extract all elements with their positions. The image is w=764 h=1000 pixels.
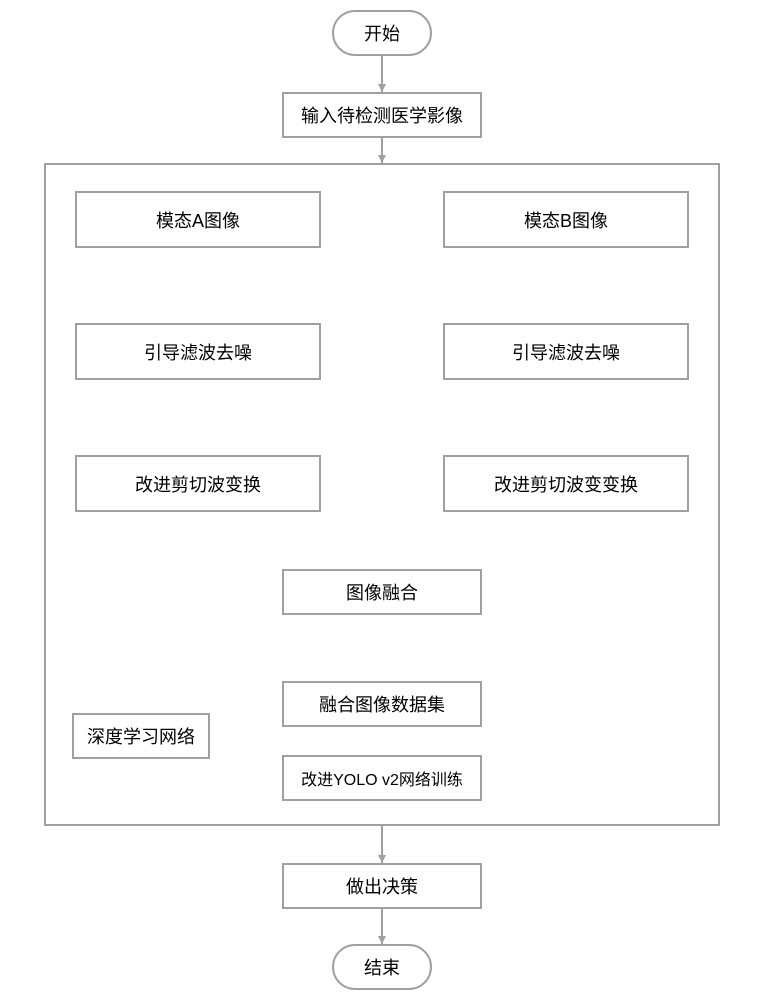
node-modB: 模态B图像 [443,191,689,248]
node-shearB-label: 改进剪切波变变换 [494,471,638,497]
node-modB-label: 模态B图像 [524,207,608,233]
node-gfA: 引导滤波去噪 [75,323,321,380]
node-modA-label: 模态A图像 [156,207,240,233]
node-decide-label: 做出决策 [346,873,418,899]
node-input: 输入待检测医学影像 [282,92,482,138]
node-decide: 做出决策 [282,863,482,909]
node-gfB-label: 引导滤波去噪 [512,339,620,365]
node-shearA: 改进剪切波变换 [75,455,321,512]
node-input-label: 输入待检测医学影像 [301,102,463,128]
node-gfA-label: 引导滤波去噪 [144,339,252,365]
flowchart-canvas: 开始输入待检测医学影像模态A图像模态B图像引导滤波去噪引导滤波去噪改进剪切波变换… [0,0,764,1000]
node-dataset-label: 融合图像数据集 [319,691,445,717]
node-shearB: 改进剪切波变变换 [443,455,689,512]
node-start: 开始 [332,10,432,56]
node-end-label: 结束 [364,954,400,980]
node-netlbl-label: 深度学习网络 [87,723,195,749]
node-end: 结束 [332,944,432,990]
node-netlbl: 深度学习网络 [72,713,210,759]
node-fuse: 图像融合 [282,569,482,615]
node-dataset: 融合图像数据集 [282,681,482,727]
node-fuse-label: 图像融合 [346,579,418,605]
node-train-label: 改进YOLO v2网络训练 [301,766,463,790]
node-start-label: 开始 [364,20,400,46]
node-modA: 模态A图像 [75,191,321,248]
node-shearA-label: 改进剪切波变换 [135,471,261,497]
node-train: 改进YOLO v2网络训练 [282,755,482,801]
node-gfB: 引导滤波去噪 [443,323,689,380]
